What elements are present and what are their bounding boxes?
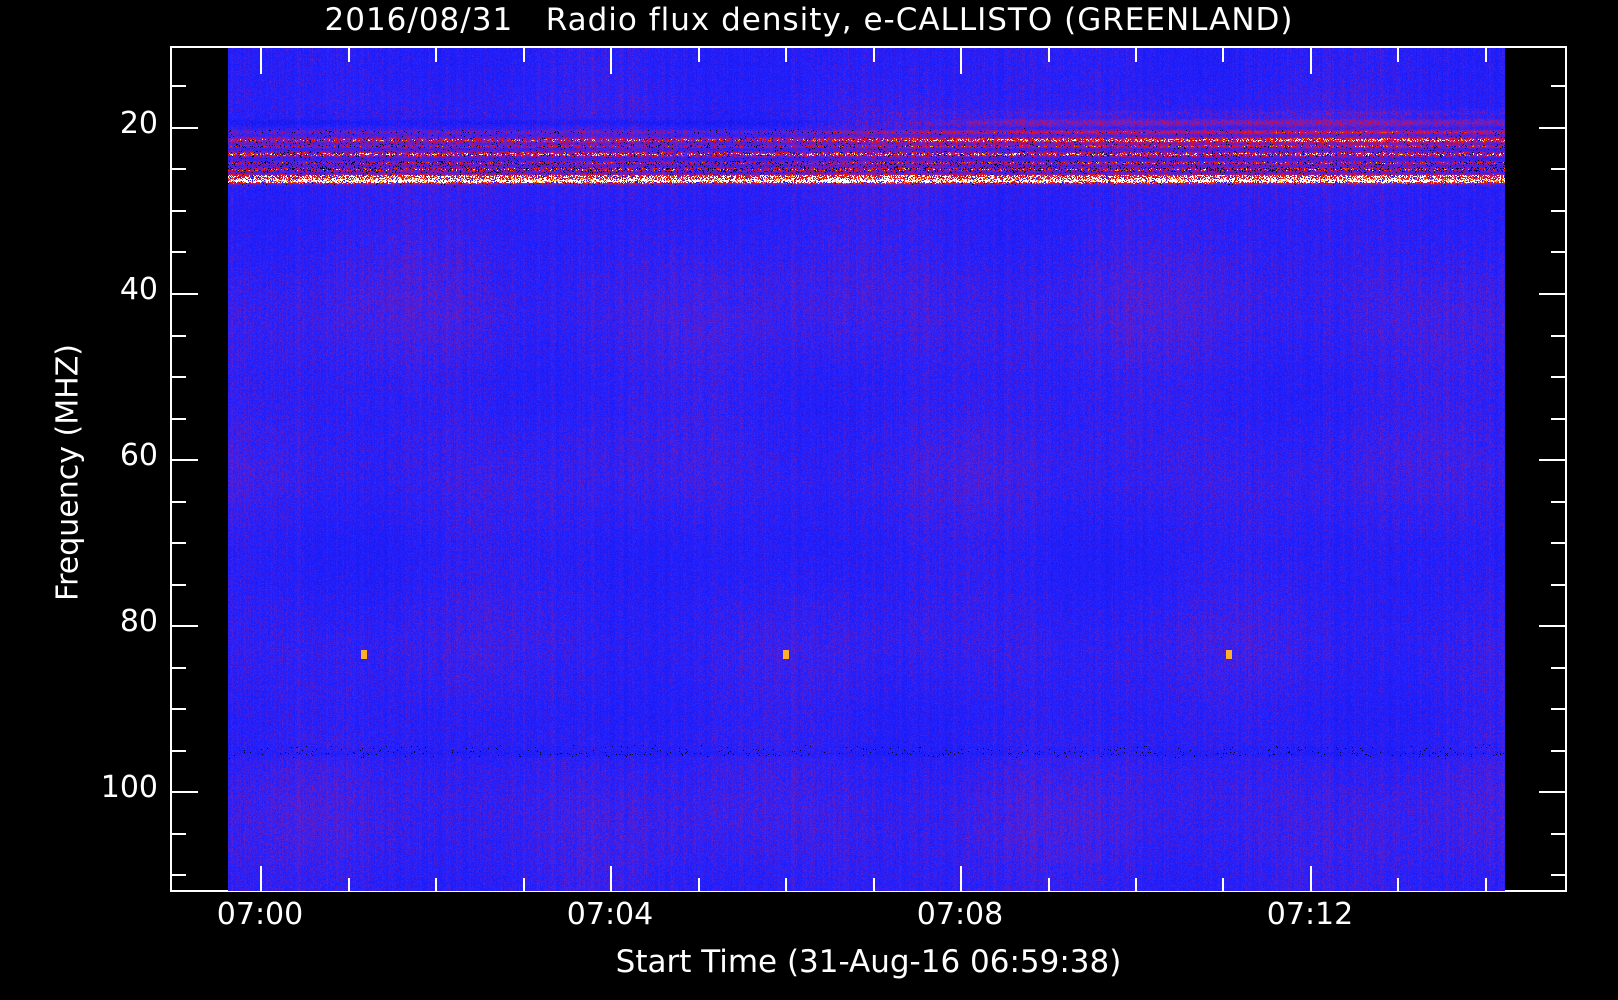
y-axis-tick-right — [1551, 335, 1565, 337]
x-axis-tick-top — [435, 48, 437, 62]
y-axis-tick-right — [1539, 625, 1565, 627]
y-axis-tick — [172, 418, 186, 420]
x-axis-tick — [260, 866, 262, 892]
x-axis-tick-top — [960, 48, 962, 74]
x-axis-tick-label: 07:08 — [916, 897, 1004, 932]
y-axis-tick — [172, 625, 198, 627]
x-axis-tick-top — [1048, 48, 1050, 62]
y-axis-tick-right — [1551, 584, 1565, 586]
x-axis-tick — [523, 878, 525, 892]
x-axis-tick — [960, 866, 962, 892]
x-axis-tick — [610, 866, 612, 892]
y-axis-tick — [172, 750, 186, 752]
y-axis-tick-right — [1551, 833, 1565, 835]
spectrogram-image — [228, 48, 1505, 891]
x-axis-tick-top — [260, 48, 262, 74]
x-axis-tick — [1485, 878, 1487, 892]
x-axis-tick — [1310, 866, 1312, 892]
y-axis-tick-label: 60 — [119, 438, 158, 473]
y-axis-tick-right — [1551, 210, 1565, 212]
x-axis-tick — [435, 878, 437, 892]
x-axis-tick-top — [1135, 48, 1137, 62]
x-axis-tick — [1048, 878, 1050, 892]
y-axis-tick — [172, 293, 198, 295]
y-axis-tick-right — [1539, 791, 1565, 793]
y-axis-tick — [172, 376, 186, 378]
y-axis-tick-right — [1551, 251, 1565, 253]
y-axis-tick — [172, 667, 186, 669]
y-axis-tick-right — [1551, 874, 1565, 876]
y-axis-tick — [172, 874, 186, 876]
x-axis-tick-top — [348, 48, 350, 62]
y-axis-tick-label: 40 — [119, 272, 158, 307]
x-axis-tick-top — [1397, 48, 1399, 62]
y-axis-tick — [172, 168, 186, 170]
y-axis-tick — [172, 833, 186, 835]
y-axis-tick — [172, 459, 198, 461]
y-axis-tick-right — [1551, 85, 1565, 87]
y-axis-tick — [172, 708, 186, 710]
x-axis-tick-label: 07:12 — [1266, 897, 1354, 932]
x-axis-tick-top — [1310, 48, 1312, 74]
y-axis-tick-right — [1551, 501, 1565, 503]
x-axis-tick-top — [873, 48, 875, 62]
y-axis-tick-label: 80 — [119, 604, 158, 639]
y-axis-tick-right — [1539, 459, 1565, 461]
y-axis-tick — [172, 501, 186, 503]
y-axis-tick — [172, 251, 186, 253]
y-axis-tick — [172, 210, 186, 212]
x-axis-tick-top — [610, 48, 612, 74]
y-axis-tick — [172, 335, 186, 337]
y-axis-title: Frequency (MHZ) — [50, 344, 86, 601]
y-axis-tick-right — [1551, 376, 1565, 378]
y-axis-tick — [172, 584, 186, 586]
y-axis-tick-label: 20 — [119, 106, 158, 141]
y-axis-tick-right — [1551, 708, 1565, 710]
x-axis-tick-top — [785, 48, 787, 62]
x-axis-title: Start Time (31-Aug-16 06:59:38) — [615, 944, 1122, 980]
x-axis-tick — [348, 878, 350, 892]
x-axis-tick — [1135, 878, 1137, 892]
x-axis-tick — [1397, 878, 1399, 892]
x-axis-tick-label: 07:04 — [566, 897, 654, 932]
x-axis-tick — [785, 878, 787, 892]
y-axis-tick-right — [1551, 667, 1565, 669]
x-axis-tick-label: 07:00 — [216, 897, 304, 932]
y-axis-tick-right — [1551, 542, 1565, 544]
page-title: 2016/08/31 Radio flux density, e-CALLIST… — [324, 2, 1294, 38]
x-axis-tick-top — [1222, 48, 1224, 62]
y-axis-tick — [172, 85, 186, 87]
x-axis-tick — [873, 878, 875, 892]
y-axis-tick — [172, 791, 198, 793]
y-axis-tick-right — [1551, 418, 1565, 420]
y-axis-tick-right — [1539, 293, 1565, 295]
x-axis-tick — [1222, 878, 1224, 892]
x-axis-tick — [698, 878, 700, 892]
x-axis-tick-top — [698, 48, 700, 62]
y-axis-tick-right — [1539, 127, 1565, 129]
y-axis-tick — [172, 542, 186, 544]
y-axis-tick-right — [1551, 750, 1565, 752]
y-axis-tick-label: 100 — [100, 770, 158, 805]
x-axis-tick-top — [1485, 48, 1487, 62]
y-axis-tick-right — [1551, 168, 1565, 170]
y-axis-tick — [172, 127, 198, 129]
x-axis-tick-top — [523, 48, 525, 62]
